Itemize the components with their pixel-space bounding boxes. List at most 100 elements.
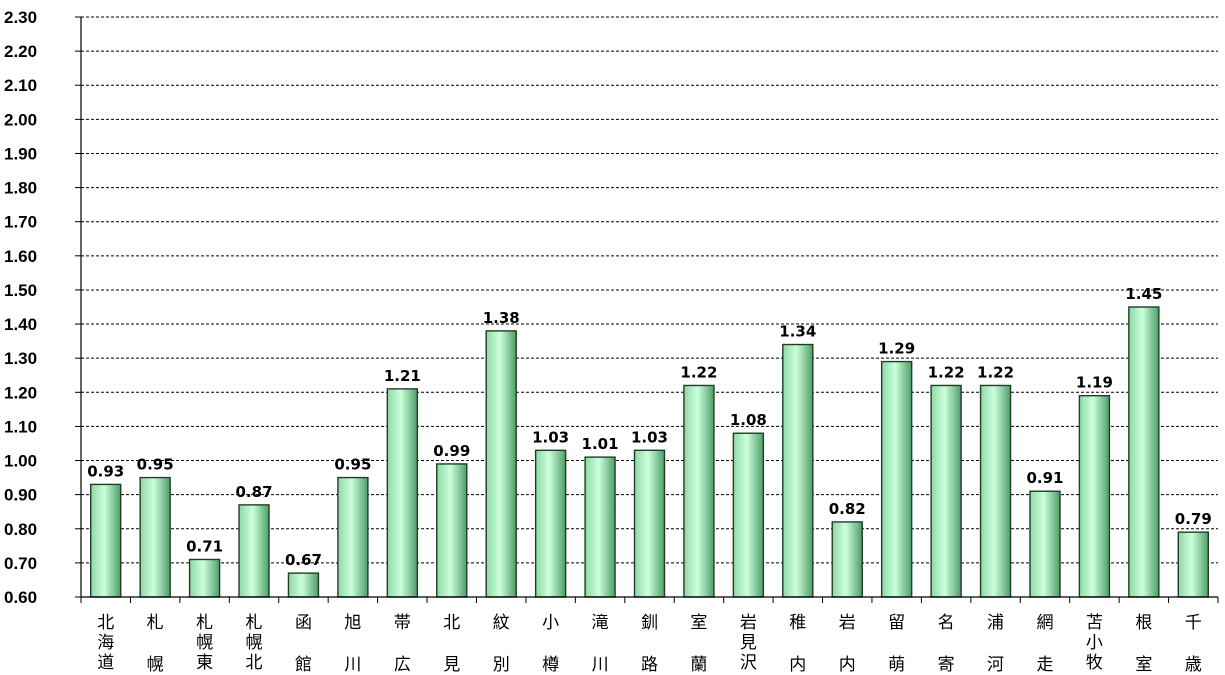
x-category-label: 稚内 bbox=[789, 613, 806, 675]
bar-札幌 bbox=[139, 476, 171, 598]
bar-室蘭 bbox=[683, 384, 715, 598]
x-category-label: 北海道 bbox=[97, 613, 114, 673]
x-category-char: 幌 bbox=[196, 633, 213, 653]
data-label: 0.93 bbox=[87, 462, 124, 480]
x-category-char: 紋 bbox=[493, 613, 510, 633]
x-category-char: 岩 bbox=[839, 613, 856, 633]
x-category-label: 名寄 bbox=[938, 613, 955, 675]
x-category-char: 網 bbox=[1036, 613, 1053, 633]
axes bbox=[80, 17, 1219, 603]
x-category-char: 内 bbox=[839, 655, 856, 675]
x-category-char: 川 bbox=[344, 655, 361, 675]
x-category-char: 滝 bbox=[592, 613, 609, 633]
x-category-char: 北 bbox=[443, 613, 460, 633]
x-category-label: 帯広 bbox=[394, 613, 411, 675]
bar-北海道 bbox=[90, 483, 122, 598]
bar-旭川 bbox=[337, 476, 369, 598]
data-labels: 0.93 0.95 0.71 0.87 0.67 0.95 1.21 0.99 1.38 1.03… bbox=[87, 285, 1212, 569]
data-label: 1.03 bbox=[631, 428, 668, 446]
x-category-char: 札 bbox=[196, 613, 213, 633]
x-category-label: 函館 bbox=[295, 613, 312, 675]
x-category-label: 紋別 bbox=[493, 613, 510, 675]
y-tick-label: 1.80 bbox=[4, 179, 37, 198]
x-category-char: 留 bbox=[888, 613, 905, 633]
x-category-label: 旭川 bbox=[344, 613, 361, 675]
x-category-label: 滝川 bbox=[592, 613, 609, 675]
x-category-char: 館 bbox=[295, 655, 312, 675]
x-category-label: 留萌 bbox=[888, 613, 905, 675]
data-label: 0.99 bbox=[433, 442, 470, 460]
x-category-char: 走 bbox=[1036, 655, 1053, 675]
data-label: 0.67 bbox=[285, 551, 322, 569]
y-axis-tick-labels: 0.60 0.70 0.80 0.90 1.00 1.10 1.20 1.30 1.40 1.50… bbox=[4, 8, 37, 607]
data-label: 0.82 bbox=[829, 500, 866, 518]
x-category-char: 北 bbox=[246, 653, 263, 673]
y-tick-label: 1.60 bbox=[4, 247, 37, 266]
data-label: 1.29 bbox=[878, 340, 915, 358]
y-tick-label: 2.00 bbox=[4, 110, 37, 129]
x-category-char: 樽 bbox=[542, 655, 559, 675]
x-category-char: 路 bbox=[641, 655, 658, 675]
x-category-char: 道 bbox=[97, 653, 114, 673]
x-category-char: 名 bbox=[938, 613, 955, 633]
bar-根室 bbox=[1128, 306, 1160, 598]
bar-網走 bbox=[1029, 490, 1061, 598]
y-tick-label: 1.30 bbox=[4, 349, 37, 368]
x-category-label: 札幌北 bbox=[246, 613, 263, 673]
bar-岩内 bbox=[831, 521, 863, 598]
data-label: 1.34 bbox=[779, 323, 816, 341]
data-label: 1.22 bbox=[977, 363, 1014, 381]
data-label: 1.22 bbox=[928, 363, 965, 381]
y-tick-label: 1.10 bbox=[4, 417, 37, 436]
data-label: 0.95 bbox=[334, 456, 371, 474]
y-tick-label: 2.10 bbox=[4, 76, 37, 95]
bar-浦河 bbox=[979, 384, 1012, 598]
bar-千歳 bbox=[1177, 531, 1209, 598]
x-category-char: 札 bbox=[147, 613, 164, 633]
x-category-label: 苫小牧 bbox=[1086, 613, 1103, 673]
bar-小樽 bbox=[534, 449, 567, 598]
y-tick-label: 1.50 bbox=[4, 281, 37, 300]
x-category-char: 室 bbox=[690, 613, 707, 633]
x-category-char: 見 bbox=[443, 655, 460, 675]
x-category-label: 札幌東 bbox=[196, 613, 213, 673]
x-category-char: 北 bbox=[97, 613, 114, 633]
x-category-label: 小樽 bbox=[542, 613, 559, 675]
y-tick-label: 1.90 bbox=[4, 144, 37, 163]
y-tick-label: 0.90 bbox=[4, 486, 37, 505]
x-category-char: 幌 bbox=[246, 633, 263, 653]
x-category-char: 室 bbox=[1135, 655, 1152, 675]
y-tick-label: 0.80 bbox=[4, 520, 37, 539]
x-category-char: 萌 bbox=[888, 655, 905, 675]
bar-滝川 bbox=[584, 456, 616, 598]
x-category-char: 苫 bbox=[1086, 613, 1103, 633]
y-tick-label: 2.30 bbox=[4, 8, 37, 27]
x-category-char: 東 bbox=[196, 653, 213, 673]
x-category-label: 根室 bbox=[1135, 613, 1152, 675]
y-tick-label: 1.00 bbox=[4, 452, 37, 471]
bar-稚内 bbox=[782, 343, 814, 598]
x-category-char: 稚 bbox=[789, 613, 806, 633]
x-category-char: 海 bbox=[97, 633, 114, 653]
x-category-label: 釧路 bbox=[641, 613, 658, 675]
x-category-label: 浦河 bbox=[987, 613, 1004, 675]
bar-札幌北 bbox=[238, 504, 270, 598]
x-category-char: 歳 bbox=[1185, 655, 1202, 675]
x-category-char: 寄 bbox=[938, 655, 955, 675]
y-tick-label: 0.70 bbox=[4, 554, 37, 573]
bar-紋別 bbox=[485, 330, 517, 598]
bar-札幌東 bbox=[188, 558, 221, 598]
data-label: 1.22 bbox=[680, 363, 717, 381]
x-category-char: 広 bbox=[394, 655, 411, 675]
data-label: 0.87 bbox=[236, 483, 273, 501]
data-label: 0.79 bbox=[1175, 510, 1212, 528]
x-category-char: 別 bbox=[493, 655, 510, 675]
bar-釧路 bbox=[633, 449, 666, 598]
data-label: 1.19 bbox=[1076, 374, 1113, 392]
bar-名寄 bbox=[930, 384, 962, 598]
y-tick-label: 1.20 bbox=[4, 383, 37, 402]
x-category-char: 根 bbox=[1135, 613, 1152, 633]
x-category-char: 千 bbox=[1185, 613, 1202, 633]
x-category-char: 札 bbox=[246, 613, 263, 633]
